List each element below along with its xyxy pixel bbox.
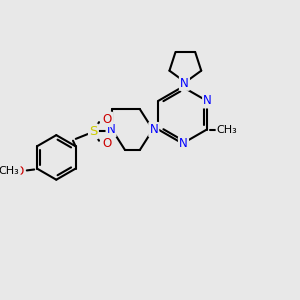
Text: O: O xyxy=(103,113,112,126)
Text: CH₃: CH₃ xyxy=(0,167,20,176)
Text: CH₃: CH₃ xyxy=(217,124,238,135)
Text: N: N xyxy=(180,77,189,90)
Text: N: N xyxy=(149,123,158,136)
Text: O: O xyxy=(103,137,112,150)
Text: N: N xyxy=(203,94,212,107)
Text: S: S xyxy=(89,125,98,138)
Text: N: N xyxy=(179,137,188,150)
Text: N: N xyxy=(107,123,116,136)
Text: O: O xyxy=(15,165,24,178)
